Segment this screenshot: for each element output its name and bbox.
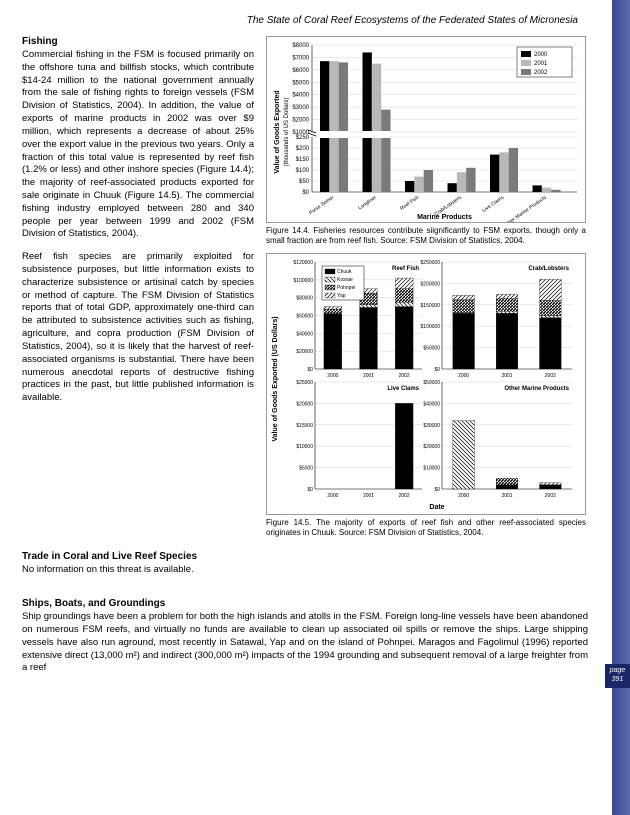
svg-text:Longliner: Longliner bbox=[357, 195, 378, 212]
svg-text:$8000: $8000 bbox=[292, 43, 309, 49]
svg-text:$0: $0 bbox=[434, 487, 440, 493]
svg-text:$10000: $10000 bbox=[423, 466, 440, 472]
trade-para-1: No information on this threat is availab… bbox=[22, 564, 588, 577]
figure-14-5: $0 $20000 $40000 $60000 $80000 $100000 $120000… bbox=[266, 253, 586, 515]
svg-text:$0: $0 bbox=[302, 190, 309, 196]
svg-text:$5000: $5000 bbox=[292, 80, 309, 86]
svg-text:Live Clams: Live Clams bbox=[387, 386, 419, 392]
svg-text:(thousands of US Dollars): (thousands of US Dollars) bbox=[284, 98, 290, 167]
svg-text:$40000: $40000 bbox=[296, 332, 313, 338]
svg-text:2000: 2000 bbox=[534, 52, 548, 58]
svg-text:2001: 2001 bbox=[501, 373, 512, 379]
svg-text:$80000: $80000 bbox=[296, 296, 313, 302]
svg-text:Purse Seiner: Purse Seiner bbox=[308, 195, 335, 217]
svg-text:$10000: $10000 bbox=[296, 444, 313, 450]
svg-text:$20000: $20000 bbox=[296, 402, 313, 408]
svg-text:Kosrae: Kosrae bbox=[337, 277, 353, 283]
two-column-layout: Fishing Commercial fishing in the FSM is… bbox=[22, 36, 588, 545]
svg-text:$100000: $100000 bbox=[421, 324, 441, 330]
svg-text:Other Marine Products: Other Marine Products bbox=[504, 386, 569, 392]
svg-text:2002: 2002 bbox=[545, 493, 556, 499]
svg-text:$200: $200 bbox=[296, 146, 310, 152]
svg-text:$60000: $60000 bbox=[296, 314, 313, 320]
page-label: page bbox=[610, 667, 626, 674]
svg-text:$0: $0 bbox=[307, 487, 313, 493]
svg-text:$40000: $40000 bbox=[423, 402, 440, 408]
running-header: The State of Coral Reef Ecosystems of th… bbox=[22, 15, 588, 26]
svg-text:$5000: $5000 bbox=[299, 466, 313, 472]
full-width-sections: Trade in Coral and Live Reef Species No … bbox=[22, 551, 588, 675]
svg-text:2001: 2001 bbox=[363, 493, 374, 499]
svg-text:2000: 2000 bbox=[458, 493, 469, 499]
svg-text:$150000: $150000 bbox=[421, 303, 441, 309]
svg-text:$20000: $20000 bbox=[423, 444, 440, 450]
ships-para-1: Ship groundings have been a problem for … bbox=[22, 611, 588, 675]
svg-text:$25000: $25000 bbox=[296, 380, 313, 386]
section-title-ships: Ships, Boats, and Groundings bbox=[22, 598, 588, 609]
figure-14-4-caption: Figure 14.4. Fisheries resources contrib… bbox=[266, 226, 586, 245]
svg-text:$120000: $120000 bbox=[294, 260, 314, 266]
svg-text:$4000: $4000 bbox=[292, 93, 309, 99]
page-number-badge: page 391 bbox=[605, 664, 630, 688]
svg-text:$200000: $200000 bbox=[421, 282, 441, 288]
svg-text:Date: Date bbox=[429, 504, 444, 511]
svg-text:$7000: $7000 bbox=[292, 55, 309, 61]
svg-text:2001: 2001 bbox=[501, 493, 512, 499]
svg-text:2001: 2001 bbox=[363, 373, 374, 379]
svg-text:Pohnpei: Pohnpei bbox=[337, 285, 355, 291]
fishing-para-2: Reef fish species are primarily exploite… bbox=[22, 251, 254, 405]
svg-text:2002: 2002 bbox=[534, 70, 548, 76]
svg-text:Reef Fish: Reef Fish bbox=[392, 266, 419, 272]
svg-text:2000: 2000 bbox=[458, 373, 469, 379]
page-number: 391 bbox=[612, 676, 624, 683]
svg-text:$50000: $50000 bbox=[423, 380, 440, 386]
svg-text:$50000: $50000 bbox=[423, 346, 440, 352]
svg-text:$2000: $2000 bbox=[292, 118, 309, 124]
svg-text:$250: $250 bbox=[296, 135, 310, 141]
svg-text:2000: 2000 bbox=[327, 373, 338, 379]
right-margin-bar bbox=[612, 0, 630, 815]
svg-text:Other Marine Products: Other Marine Products bbox=[503, 194, 548, 222]
svg-text:$6000: $6000 bbox=[292, 68, 309, 74]
page-content: The State of Coral Reef Ecosystems of th… bbox=[0, 0, 600, 700]
svg-text:Value of Goods Exported (US Do: Value of Goods Exported (US Dollars) bbox=[272, 317, 279, 442]
svg-text:Marine Products: Marine Products bbox=[417, 214, 472, 221]
svg-text:$250000: $250000 bbox=[421, 260, 441, 266]
figure-14-5-caption: Figure 14.5. The majority of exports of … bbox=[266, 518, 586, 537]
svg-text:$20000: $20000 bbox=[296, 349, 313, 355]
svg-text:Value of Goods Exported: Value of Goods Exported bbox=[274, 90, 281, 173]
svg-text:$0: $0 bbox=[307, 367, 313, 373]
svg-text:$50: $50 bbox=[299, 179, 310, 185]
svg-text:$0: $0 bbox=[434, 367, 440, 373]
section-title-trade: Trade in Coral and Live Reef Species bbox=[22, 551, 588, 562]
figure-14-4: $1000$2000$3000$4000$5000$6000$7000$8000… bbox=[266, 36, 586, 223]
fishing-para-1: Commercial fishing in the FSM is focused… bbox=[22, 49, 254, 241]
svg-text:$150: $150 bbox=[296, 157, 310, 163]
svg-text:2001: 2001 bbox=[534, 61, 548, 67]
svg-text:$30000: $30000 bbox=[423, 423, 440, 429]
svg-text:2002: 2002 bbox=[399, 493, 410, 499]
svg-text:Chuuk: Chuuk bbox=[337, 269, 352, 275]
text-column: Fishing Commercial fishing in the FSM is… bbox=[22, 36, 254, 545]
svg-text:Reef Fish: Reef Fish bbox=[399, 195, 420, 212]
section-title-fishing: Fishing bbox=[22, 36, 254, 47]
svg-text:Yap: Yap bbox=[337, 293, 346, 299]
svg-text:Crab/Lobsters: Crab/Lobsters bbox=[528, 266, 569, 272]
svg-text:$15000: $15000 bbox=[296, 423, 313, 429]
svg-text:2002: 2002 bbox=[399, 373, 410, 379]
svg-text:$100000: $100000 bbox=[294, 278, 314, 284]
svg-text:$100: $100 bbox=[296, 168, 310, 174]
figure-column: $1000$2000$3000$4000$5000$6000$7000$8000… bbox=[266, 36, 586, 545]
svg-text:2000: 2000 bbox=[327, 493, 338, 499]
svg-text:2002: 2002 bbox=[545, 373, 556, 379]
svg-text:$3000: $3000 bbox=[292, 105, 309, 111]
svg-text:Live Clams: Live Clams bbox=[481, 194, 505, 213]
